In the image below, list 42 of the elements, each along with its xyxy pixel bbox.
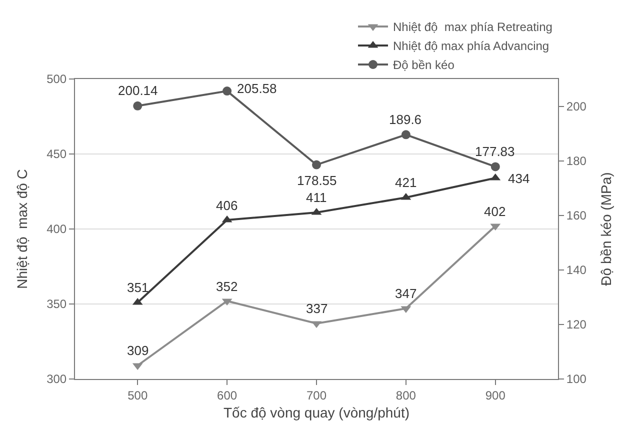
data-label: 177.83 — [475, 144, 515, 159]
data-label: 352 — [216, 279, 238, 294]
y2-tick-label: 100 — [566, 372, 587, 386]
x-tick-label: 900 — [485, 388, 506, 402]
data-label: 421 — [395, 175, 417, 190]
data-label: 351 — [127, 280, 149, 295]
y2-tick-label: 200 — [566, 99, 587, 114]
legend-label: Nhiệt độ max phía Advancing — [393, 39, 550, 54]
y-tick-label: 450 — [46, 147, 67, 162]
x-tick-label: 600 — [217, 388, 238, 402]
y-tick-label: 400 — [46, 222, 67, 236]
data-label: 434 — [508, 171, 530, 186]
data-label: 309 — [127, 343, 149, 358]
point — [490, 162, 500, 172]
y2-tick-label: 160 — [566, 208, 587, 223]
y2-tick-label: 120 — [566, 318, 587, 332]
y2-tick-label: 180 — [566, 154, 587, 168]
legend-label: Nhiệt độ max phía Retreating — [393, 20, 552, 34]
y2-tick-label: 140 — [566, 263, 587, 278]
y-tick-label: 300 — [46, 372, 67, 386]
data-label: 205.58 — [237, 81, 277, 96]
point — [133, 101, 142, 110]
x-axis-title: Tốc độ vòng quay (vòng/phút) — [223, 404, 410, 421]
x-tick-label: 800 — [396, 388, 416, 402]
x-tick-label: 700 — [306, 388, 327, 402]
y2-axis-title: Độ bền kéo (MPa) — [598, 172, 614, 286]
data-label: 406 — [216, 198, 238, 213]
data-label: 337 — [306, 301, 328, 316]
point — [312, 160, 321, 170]
data-label: 402 — [484, 204, 506, 219]
y-tick-label: 500 — [46, 72, 67, 86]
y-tick-label: 350 — [46, 297, 67, 312]
x-tick-label: 500 — [128, 388, 148, 402]
point — [401, 130, 410, 140]
y-axis-title: Nhiệt độ max độ C — [14, 169, 30, 289]
data-label: 189.6 — [389, 112, 422, 127]
legend-label: Độ bền kéo — [393, 58, 455, 72]
point — [222, 86, 232, 96]
data-label: 178.55 — [297, 173, 337, 188]
data-label: 347 — [395, 286, 417, 301]
data-label: 411 — [306, 190, 327, 205]
data-label: 200.14 — [118, 83, 158, 98]
